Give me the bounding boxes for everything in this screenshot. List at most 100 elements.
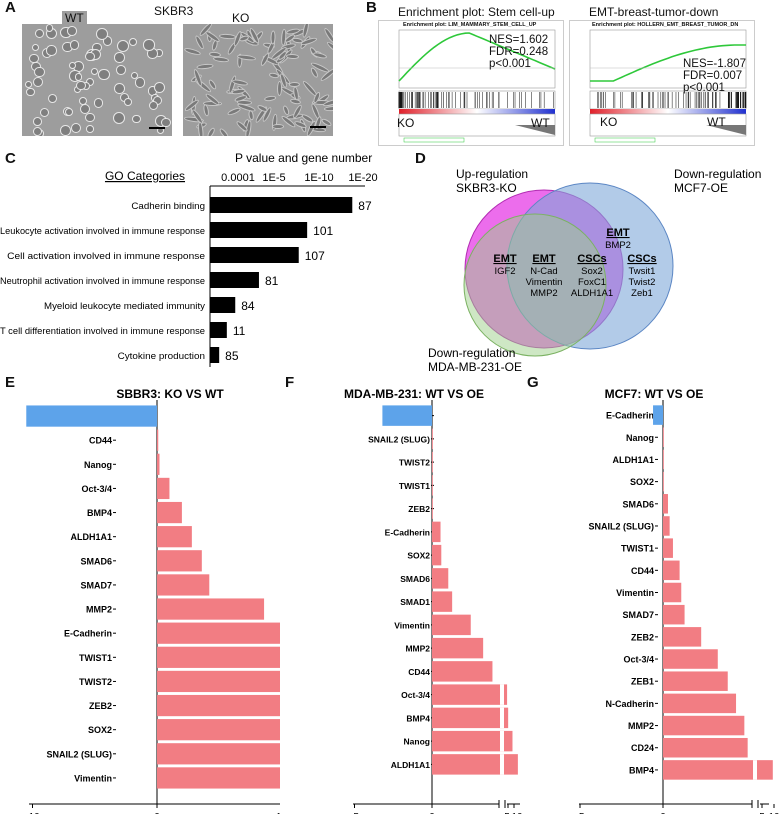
es-frame: [589, 29, 747, 89]
axis-break-gap: [499, 802, 507, 808]
region-right-cscs-header: CSCs: [627, 253, 656, 265]
bar: [157, 670, 280, 693]
bar: [663, 471, 664, 492]
cell-shape: [206, 126, 217, 136]
category-label: ZEB2: [631, 632, 654, 642]
category-label: Vimentin: [616, 588, 654, 598]
region-center-cscs-item: Sox2: [581, 266, 603, 277]
category-label: Nanog: [626, 433, 654, 443]
region-right-cscs-item: Twsit1: [629, 266, 656, 277]
cell-shape: [134, 77, 146, 88]
category-label: Myeloid leukocyte mediated immunity: [44, 301, 206, 311]
region-center-emt-header: EMT: [532, 253, 556, 265]
bar: [663, 649, 718, 669]
bar: [432, 637, 484, 659]
bar: [210, 197, 353, 213]
category-label: E-Cadherin: [385, 527, 430, 537]
bar: [157, 694, 280, 717]
bar-break-gap: [500, 730, 504, 752]
cell-shape: [75, 73, 83, 81]
category-label: ZEB1: [631, 677, 654, 687]
micrograph-wt-label: WT: [62, 11, 87, 25]
category-label: MMP2: [628, 721, 654, 731]
bar-chart-e: SBBR3: KO VS WT-1001020Fold change (log2…: [25, 387, 280, 814]
region-right-emt-header: EMT: [606, 227, 630, 239]
bar: [157, 501, 182, 524]
x-tick-label: 0: [154, 812, 160, 814]
bar: [663, 427, 664, 448]
bar: [157, 622, 280, 644]
cell-shape: [85, 51, 95, 62]
cell-shape: [93, 98, 103, 108]
bar: [157, 429, 159, 451]
panel-letter-c: C: [5, 150, 16, 167]
category-label: Cell activation involved in immune respo…: [7, 251, 205, 261]
cell-shape: [197, 63, 215, 71]
cell-shape: [26, 87, 35, 97]
cell-shape: [67, 26, 77, 36]
bar: [382, 405, 432, 426]
cell-shape: [132, 114, 141, 124]
category-label: ALDH1A1: [612, 455, 654, 465]
cell-shape: [85, 125, 94, 133]
x-tick-label: 10: [276, 812, 280, 814]
category-label: SNAIL2 (SLUG): [46, 749, 112, 759]
bar: [432, 498, 433, 519]
legend-box: [403, 137, 465, 143]
bar: [210, 247, 299, 263]
cell-shape: [194, 34, 206, 51]
x-tick-label: 10: [768, 812, 780, 814]
category-label: Cytokine production: [118, 351, 205, 361]
panel-letter-b: B: [366, 0, 377, 16]
bar: [663, 604, 685, 625]
category-label: E-Cadherin: [64, 629, 112, 639]
tick-label: 1E-5: [262, 172, 285, 184]
gsea-plot-2-title: EMT-breast-tumor-down: [589, 5, 719, 19]
bar: [157, 477, 170, 500]
bar: [432, 475, 433, 496]
panel-a-title: SKBR3: [154, 4, 194, 18]
bar: [432, 754, 518, 775]
bar: [663, 538, 673, 558]
x-tick-label: 5: [504, 812, 510, 814]
set-label-line1: Down-regulation: [674, 167, 761, 181]
cell-shape: [226, 106, 242, 117]
cell-shape: [143, 39, 155, 51]
category-label: BMP4: [406, 713, 430, 723]
micrograph-ko-label: KO: [232, 11, 250, 25]
scale-bar-wt: [149, 127, 165, 129]
category-label: SNAIL2 (SLUG): [588, 521, 654, 531]
category-label: TWIST1: [399, 481, 430, 491]
category-label: SMAD6: [400, 574, 430, 584]
category-label: Oct-3/4: [401, 690, 430, 700]
cell-shape: [153, 81, 165, 93]
cell-shape: [263, 95, 277, 103]
category-label: TWIST1: [79, 653, 112, 663]
category-label: SMAD1: [400, 597, 430, 607]
cell-shape: [271, 124, 284, 130]
bar: [210, 222, 308, 238]
bar: [653, 405, 663, 425]
gsea-plot-2: Enrichment plot: HOLLERN_EMT_BREAST_TUMO…: [569, 20, 755, 146]
region-center-cscs-header: CSCs: [577, 253, 606, 265]
x-tick-label: 10: [511, 812, 523, 814]
venn-circle-mdamb231: [463, 213, 607, 357]
x-tick-label: 5: [759, 812, 765, 814]
bar: [663, 715, 745, 736]
bar: [663, 671, 728, 691]
region-right-cscs-item: Zeb1: [631, 288, 653, 299]
cell-shape: [98, 68, 110, 81]
enrichment-curve: [590, 44, 746, 82]
cell-shape: [293, 119, 307, 129]
bar: [432, 614, 471, 636]
cell-shape: [116, 40, 129, 53]
bar: [663, 627, 702, 647]
bar-break-gap: [500, 684, 504, 705]
gsea-plot-1-title: Enrichment plot: Stem cell-up: [398, 5, 555, 19]
category-label: SMAD7: [622, 610, 654, 620]
set-label-line2: MCF7-OE: [674, 181, 728, 195]
gsea-plot-1-nes: NES=1.602: [489, 34, 549, 46]
category-label: SMAD6: [80, 556, 112, 566]
gsea-plot-2-left-end: KO: [600, 115, 618, 129]
cell-shape: [69, 40, 80, 50]
